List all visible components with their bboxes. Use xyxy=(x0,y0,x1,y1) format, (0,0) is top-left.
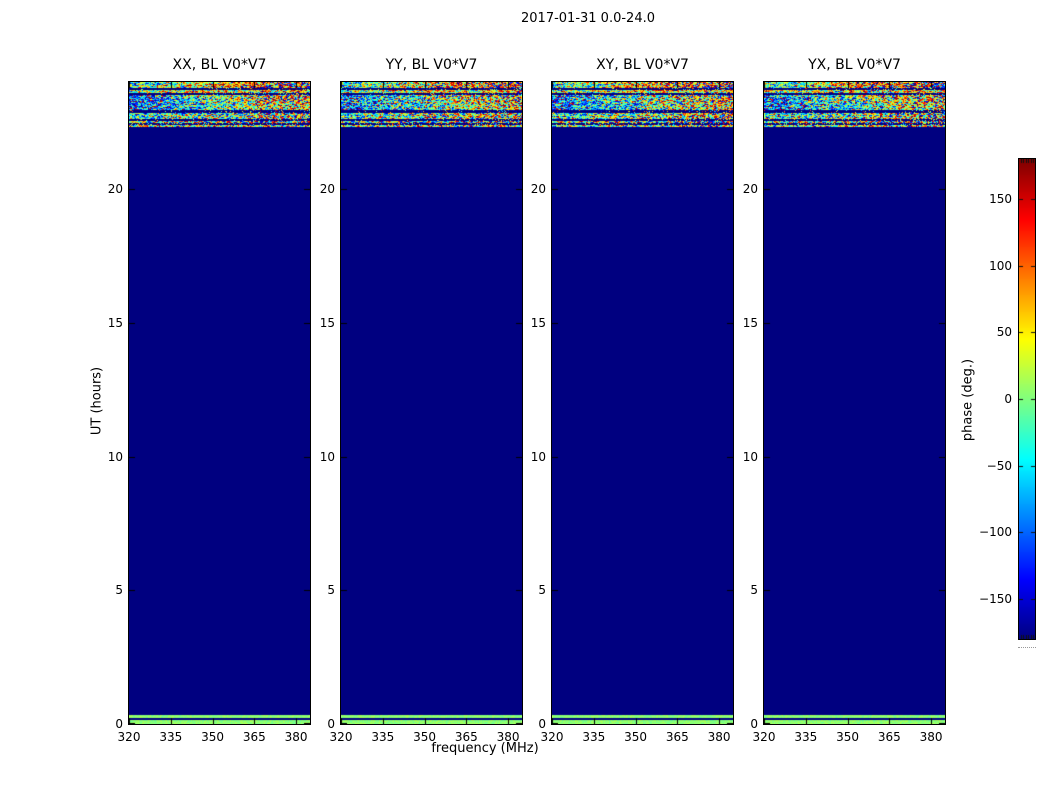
colorbar-canvas xyxy=(1019,159,1035,639)
y-tick-label: 5 xyxy=(115,583,123,598)
x-tick-label: 335 xyxy=(582,730,606,744)
colorbar-tick-label: −50 xyxy=(986,458,1012,473)
x-tick-label: 380 xyxy=(284,730,308,744)
x-tick-label: 335 xyxy=(159,730,183,744)
y-tick-label: 10 xyxy=(742,449,758,464)
heatmap-panel: XY, BL V0*V7 320 335 350 365 380 0 5 10 15 20 xyxy=(531,57,734,744)
x-tick-label: 320 xyxy=(329,730,353,744)
y-tick-label: 10 xyxy=(319,449,335,464)
x-tick-label: 335 xyxy=(794,730,818,744)
x-tick-label: 365 xyxy=(242,730,266,744)
y-tick-label: 15 xyxy=(319,315,335,330)
colorbar: 150 100 50 0 −50 −100 −150 xyxy=(979,158,1036,648)
y-tick-label: 20 xyxy=(742,182,758,196)
heatmap-canvas xyxy=(552,82,733,724)
colorbar-label: phase (deg.) xyxy=(960,358,976,442)
x-tick-label: 350 xyxy=(624,730,647,744)
x-tick-label: 320 xyxy=(540,730,564,744)
y-tick-label: 0 xyxy=(115,717,123,731)
y-tick-label: 15 xyxy=(530,315,546,330)
heatmap-canvas xyxy=(341,82,522,724)
y-axis-label: UT (hours) xyxy=(89,366,105,436)
x-tick-label: 320 xyxy=(117,730,141,744)
heatmap-panel: XX, BL V0*V7 320 335 350 365 380 0 5 10 15 20 xyxy=(108,57,311,744)
x-axis-label: frequency (MHz) xyxy=(431,741,539,756)
heatmap-canvas xyxy=(764,82,945,724)
x-tick-label: 350 xyxy=(201,730,224,744)
x-tick-label: 320 xyxy=(752,730,776,744)
panel-title: XX, BL V0*V7 xyxy=(172,57,267,73)
y-tick-label: 10 xyxy=(107,449,123,464)
x-tick-label: 380 xyxy=(919,730,943,744)
x-tick-label: 350 xyxy=(413,730,436,744)
panel-title: YY, BL V0*V7 xyxy=(385,57,478,73)
y-tick-label: 15 xyxy=(107,315,123,330)
y-tick-label: 0 xyxy=(327,717,335,731)
heatmap-panel: YY, BL V0*V7 320 335 350 365 380 0 5 10 15 20 xyxy=(320,57,523,744)
y-tick-label: 20 xyxy=(319,182,335,196)
heatmap-panel: YX, BL V0*V7 320 335 350 365 380 0 5 10 15 20 xyxy=(743,57,946,744)
y-tick-label: 15 xyxy=(742,315,758,330)
colorbar-tick-label: 50 xyxy=(996,325,1012,340)
heatmap-canvas xyxy=(129,82,310,724)
colorbar-tick-label: 150 xyxy=(989,192,1012,206)
colorbar-tick-label: −100 xyxy=(979,525,1012,540)
x-tick-label: 380 xyxy=(496,730,520,744)
colorbar-edge-dots xyxy=(1018,647,1036,648)
y-tick-label: 5 xyxy=(327,583,335,598)
panel-title: YX, BL V0*V7 xyxy=(808,57,901,73)
x-tick-label: 335 xyxy=(371,730,395,744)
x-tick-label: 365 xyxy=(877,730,901,744)
y-tick-label: 5 xyxy=(750,583,758,598)
colorbar-tick-label: 0 xyxy=(1004,392,1012,406)
figure-title: 2017-01-31 0.0-24.0 xyxy=(521,11,655,26)
x-tick-label: 365 xyxy=(665,730,689,744)
colorbar-tick-label: 100 xyxy=(989,258,1012,273)
panel-title: XY, BL V0*V7 xyxy=(596,57,689,73)
y-tick-label: 0 xyxy=(750,717,758,731)
colorbar-tick-label: −150 xyxy=(979,592,1012,606)
y-tick-label: 10 xyxy=(530,449,546,464)
x-tick-label: 380 xyxy=(707,730,731,744)
y-tick-label: 20 xyxy=(107,182,123,196)
y-tick-label: 5 xyxy=(538,583,546,598)
x-tick-label: 365 xyxy=(454,730,478,744)
y-tick-label: 0 xyxy=(538,717,546,731)
y-tick-label: 20 xyxy=(530,182,546,196)
x-tick-label: 350 xyxy=(836,730,859,744)
